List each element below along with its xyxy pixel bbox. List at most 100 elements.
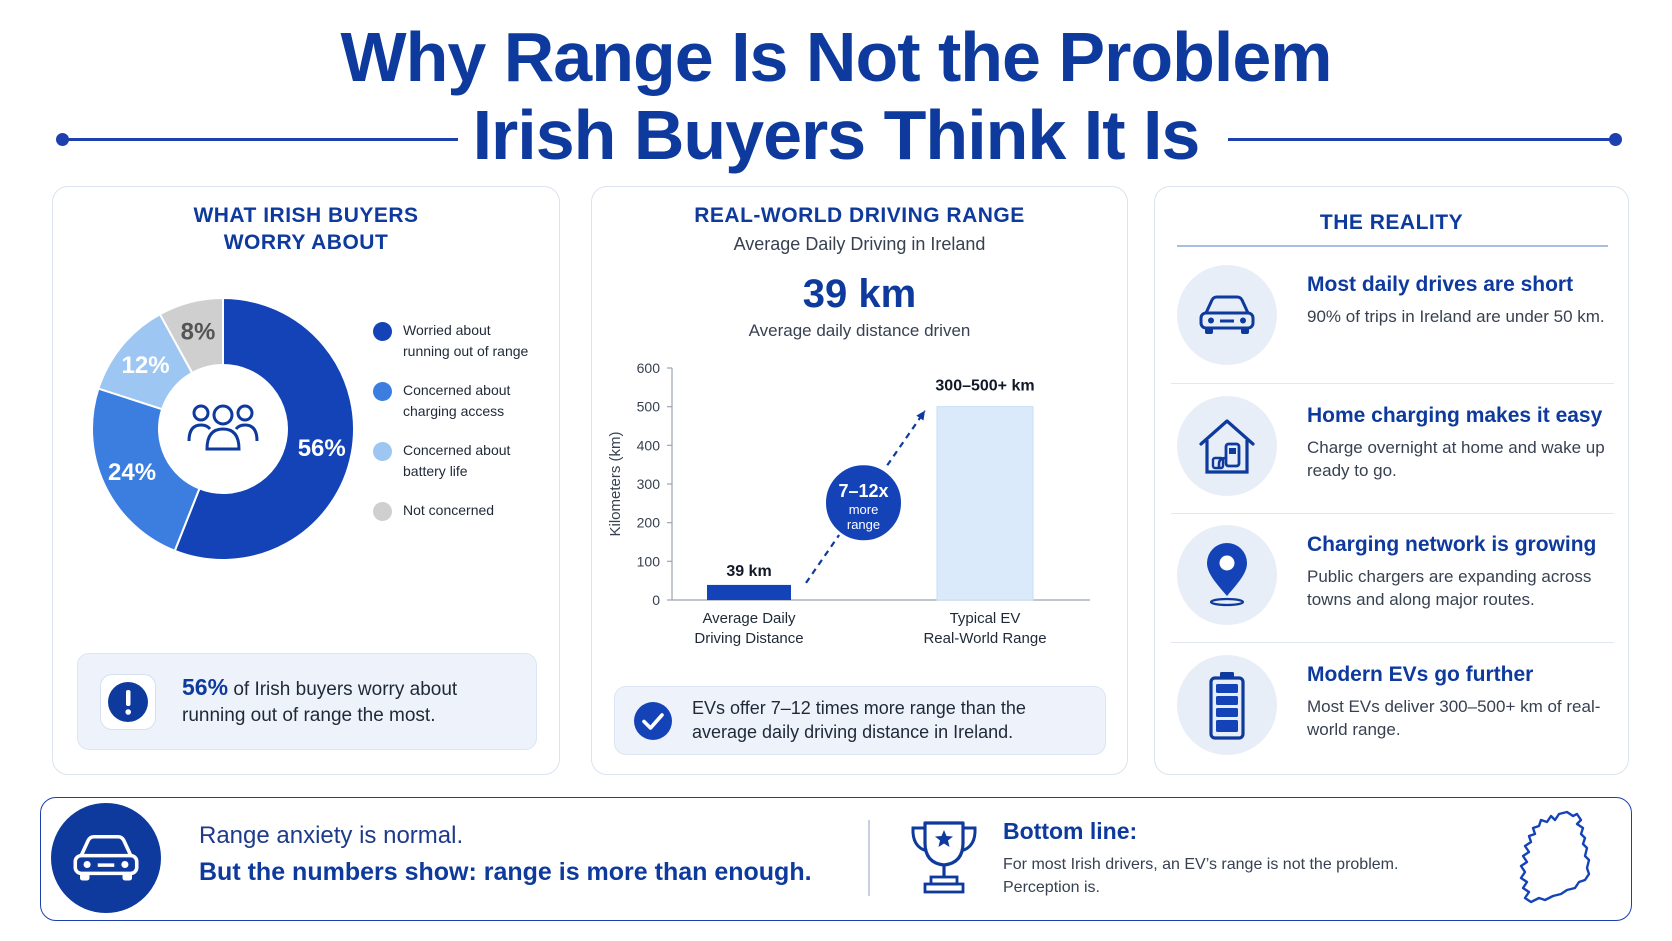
reality-icon-badge: [1177, 396, 1277, 496]
bottom-banner: Range anxiety is normal. But the numbers…: [40, 797, 1632, 921]
map-pin-icon: [1207, 543, 1247, 607]
reality-divider: [1171, 642, 1614, 643]
worry-panel: WHAT IRISH BUYERS WORRY ABOUT 56% 24% 12% 8…: [52, 186, 560, 775]
legend-swatch: [373, 502, 392, 521]
donut-value-label: 8%: [181, 319, 216, 346]
y-tick-label: 100: [637, 553, 661, 569]
reality-title: THE REALITY: [1319, 211, 1464, 234]
bottom-line-title: Bottom line:: [1003, 818, 1138, 844]
multiplier-badge: [823, 462, 904, 544]
banner-line2: But the numbers show: range is more than…: [199, 858, 812, 886]
y-tick-label: 200: [637, 515, 661, 531]
y-tick-label: 0: [652, 592, 660, 608]
range-callout-line1: EVs offer 7–12 times more range than the: [692, 698, 1026, 718]
worry-callout: 56% of Irish buyers worry about running …: [77, 653, 537, 750]
bottom-line-text: For most Irish drivers, an EV’s range is…: [1003, 853, 1398, 899]
reality-item-charging-network: Charging network is growing Public charg…: [1171, 515, 1614, 641]
bar-data-label: 300–500+ km: [935, 378, 1034, 395]
legend-label: Worried about running out of range: [403, 322, 529, 359]
range-bar-chart: 0 100 200 300 400 500 600 Kilometers (km) 39 km A…: [607, 360, 1090, 647]
reality-divider: [1171, 513, 1614, 514]
banner-divider: [868, 820, 870, 896]
multiplier-caption: range: [847, 517, 880, 532]
donut-slice: [158, 296, 224, 375]
x-category-label: Average Daily: [702, 610, 796, 627]
reality-title-underline: [1177, 245, 1608, 247]
reality-item-text: Charge overnight at home and wake up rea…: [1307, 438, 1605, 480]
worry-callout-line2: running out of range the most.: [182, 705, 436, 726]
reality-item-modern-evs: Modern EVs go further Most EVs deliver 3…: [1171, 645, 1614, 771]
title-rule-left: [56, 133, 458, 146]
legend-label: Concerned about battery life: [403, 442, 511, 479]
range-callout: EVs offer 7–12 times more range than the…: [614, 686, 1106, 755]
growth-arrowhead: [916, 410, 925, 421]
legend-item: Concerned about charging access: [373, 380, 510, 422]
range-subtitle: Average Daily Driving in Ireland: [733, 234, 986, 254]
range-big-number: 39 km: [802, 272, 917, 316]
donut-slice: [173, 296, 355, 561]
legend-swatch: [373, 382, 392, 401]
donut-slice: [91, 387, 201, 553]
y-tick-label: 400: [637, 437, 661, 453]
x-category-label: Real-World Range: [923, 630, 1046, 647]
multiplier-caption: more: [849, 502, 879, 517]
reality-item-title: Modern EVs go further: [1307, 663, 1534, 686]
y-tick-label: 600: [637, 360, 661, 376]
worry-title-line1: WHAT IRISH BUYERS: [193, 204, 419, 227]
bar: [707, 584, 791, 600]
x-category-label: Driving Distance: [694, 630, 803, 647]
worry-callout-line1: of Irish buyers worry about: [228, 679, 458, 700]
reality-icon-badge: [1177, 655, 1277, 755]
reality-item-title: Home charging makes it easy: [1307, 404, 1603, 427]
legend-label: Not concerned: [403, 502, 495, 518]
reality-icon-badge: [1177, 265, 1277, 365]
people-group-icon: [187, 404, 259, 451]
reality-icon-badge: [1177, 525, 1277, 625]
y-tick-label: 500: [637, 399, 661, 415]
bar-data-label: 39 km: [726, 563, 771, 580]
worry-callout-highlight: 56%: [182, 674, 229, 700]
check-circle-icon: [634, 702, 672, 740]
worry-title-line2: WORRY ABOUT: [223, 231, 389, 254]
page-title-line2: Irish Buyers Think It Is: [472, 96, 1201, 174]
x-category-label: Typical EV: [950, 610, 1021, 627]
donut-value-label: 56%: [298, 435, 346, 462]
donut-value-label: 12%: [122, 352, 170, 379]
range-callout-text: EVs offer 7–12 times more range than the…: [692, 696, 1026, 744]
bottom-line-line1: For most Irish drivers, an EV’s range is…: [1003, 856, 1399, 873]
y-axis-label: Kilometers (km): [607, 431, 624, 536]
bottom-line-line2: Perception is.: [1003, 879, 1100, 896]
car-icon: [73, 834, 139, 881]
donut-value-label: 24%: [108, 459, 156, 486]
y-tick-label: 300: [637, 476, 661, 492]
range-big-number-caption: Average daily distance driven: [748, 321, 971, 340]
reality-item-text: Most EVs deliver 300–500+ km of real-wor…: [1307, 697, 1601, 739]
callout-badge: [100, 674, 156, 730]
range-title: REAL-WORLD DRIVING RANGE: [694, 204, 1025, 227]
worry-donut-chart: 56% 24% 12% 8%: [91, 296, 355, 561]
legend-swatch: [373, 322, 392, 341]
page-title-line1: Why Range Is Not the Problem: [340, 18, 1333, 96]
legend-item: Worried about running out of range: [373, 320, 528, 362]
reality-divider: [1171, 383, 1614, 384]
title-rule-right: [1228, 133, 1622, 146]
reality-item-short-drives: Most daily drives are short 90% of trips…: [1171, 255, 1614, 381]
worry-callout-text: 56% of Irish buyers worry about running …: [182, 674, 457, 729]
home-charger-icon: [1199, 419, 1255, 474]
trophy-icon: [911, 821, 977, 894]
legend-swatch: [373, 442, 392, 461]
multiplier-value: 7–12x: [838, 481, 888, 501]
exclamation-icon: [108, 682, 148, 722]
reality-item-home-charging: Home charging makes it easy Charge overn…: [1171, 386, 1614, 512]
range-callout-line2: average daily driving distance in Irelan…: [692, 722, 1014, 742]
ireland-map-icon: [1519, 810, 1591, 904]
reality-panel: THE REALITY Most daily drives are short …: [1154, 186, 1629, 775]
reality-item-title: Most daily drives are short: [1307, 273, 1574, 296]
car-icon: [1199, 295, 1255, 334]
reality-item-title: Charging network is growing: [1307, 533, 1597, 556]
legend-label: Concerned about charging access: [403, 382, 511, 419]
banner-line1: Range anxiety is normal.: [199, 822, 464, 849]
battery-icon: [1209, 672, 1245, 740]
bar: [936, 406, 1034, 601]
banner-icon-badge: [51, 803, 161, 913]
